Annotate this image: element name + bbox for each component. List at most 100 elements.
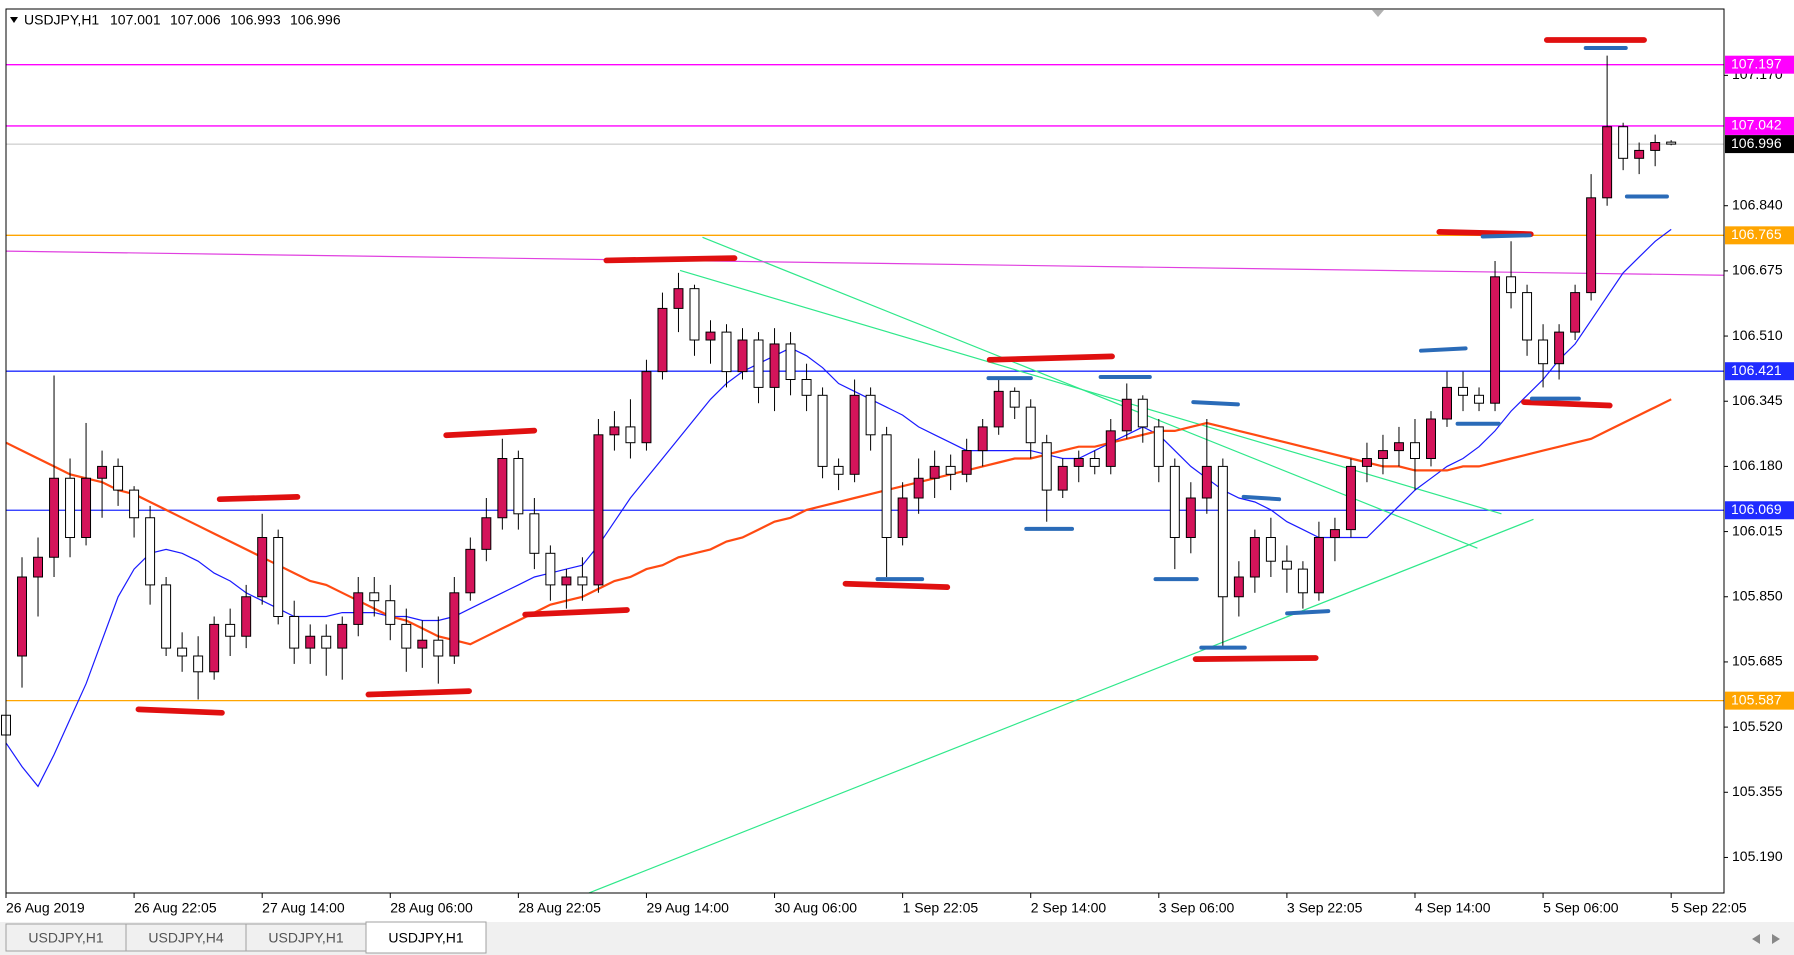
close-price: 106.996 — [290, 12, 341, 28]
candle-body — [721, 331, 732, 373]
high-price: 107.006 — [170, 12, 221, 28]
candle-body — [1458, 386, 1469, 396]
candle-body — [1666, 141, 1677, 145]
y-tick-label: 105.850 — [1732, 587, 1783, 603]
plot-area — [1, 55, 1725, 894]
candle-body — [1393, 442, 1404, 452]
candle-body — [209, 623, 220, 673]
candle-body — [705, 331, 716, 341]
candle-body — [1650, 142, 1661, 151]
candle-body — [1570, 292, 1581, 333]
tab-label[interactable]: USDJPY,H1 — [268, 930, 343, 946]
tabs: USDJPY,H1 USDJPY,H4 USDJPY,H1 USDJPY,H1 — [5, 921, 487, 954]
candle-body — [1506, 276, 1517, 294]
candle-body — [609, 426, 620, 436]
trend-line — [588, 518, 1534, 894]
candle-body — [49, 477, 60, 558]
marker — [603, 255, 738, 264]
x-tick-label: 29 Aug 14:00 — [646, 900, 729, 916]
x-tick-label: 5 Sep 06:00 — [1543, 900, 1619, 916]
candle-body — [65, 477, 76, 539]
candle-body — [369, 592, 380, 602]
open-price: 107.001 — [110, 12, 161, 28]
marker — [1480, 233, 1532, 239]
candle-body — [945, 465, 956, 475]
candle-body — [993, 390, 1004, 428]
marker — [1241, 494, 1282, 502]
candle-body — [1297, 568, 1308, 594]
current-price-box — [1725, 135, 1794, 154]
candle-body — [1522, 292, 1533, 341]
level-label: 106.765 — [1731, 226, 1782, 242]
x-tick-label: 30 Aug 06:00 — [775, 900, 858, 916]
marker — [1192, 655, 1319, 662]
candle-body — [97, 465, 108, 479]
y-tick-label: 106.015 — [1732, 522, 1783, 538]
scroll-left[interactable] — [1752, 934, 1760, 944]
candle-body — [1377, 450, 1388, 460]
tab-label[interactable]: USDJPY,H1 — [388, 930, 463, 946]
tab-label[interactable]: USDJPY,H1 — [28, 930, 103, 946]
candle-body — [145, 517, 156, 586]
marker — [216, 494, 301, 503]
tab-label[interactable]: USDJPY,H4 — [148, 930, 223, 946]
candle-body — [321, 635, 332, 649]
marker — [1285, 609, 1331, 616]
candle-body — [449, 592, 460, 657]
candle-body — [1345, 465, 1356, 531]
candle-body — [1329, 529, 1340, 539]
candle-body — [1538, 339, 1549, 365]
candle-body — [1185, 497, 1196, 539]
candle-body — [193, 655, 204, 673]
tab[interactable] — [365, 921, 487, 954]
candle-body — [1586, 197, 1597, 294]
candle-body — [529, 513, 540, 554]
tab[interactable] — [125, 923, 247, 952]
axes: 107.170106.840106.675106.510106.345106.1… — [5, 55, 1794, 916]
shift-marker — [1372, 10, 1384, 17]
marker — [135, 706, 225, 716]
candle-body — [1490, 276, 1501, 404]
candle-body — [657, 307, 668, 373]
candle-body — [1249, 537, 1260, 578]
x-tick-label: 28 Aug 22:05 — [518, 900, 601, 916]
candle-body — [1025, 406, 1036, 444]
candle-body — [641, 371, 652, 444]
trend-line — [679, 269, 1502, 515]
candle-body — [1041, 442, 1052, 491]
candle-body — [1105, 430, 1116, 467]
level-label: 107.042 — [1731, 117, 1782, 133]
candle-body — [1474, 394, 1485, 404]
level-label: 105.587 — [1731, 691, 1782, 707]
candle-body — [1281, 560, 1292, 570]
candle-body — [1009, 390, 1020, 408]
candle-body — [849, 394, 860, 475]
low-price: 106.993 — [230, 12, 281, 28]
candle-body — [1089, 458, 1100, 467]
y-tick-label: 105.520 — [1732, 718, 1783, 734]
x-tick-label: 1 Sep 22:05 — [903, 900, 979, 916]
x-tick-label: 28 Aug 06:00 — [390, 900, 473, 916]
level-label: 107.197 — [1731, 55, 1782, 71]
candle-body — [1634, 149, 1645, 159]
candle-body — [81, 477, 92, 539]
moving-average — [5, 398, 1672, 646]
candle-body — [1153, 426, 1164, 467]
candle-body — [241, 596, 252, 637]
x-tick-label: 4 Sep 14:00 — [1415, 900, 1491, 916]
scroll-right[interactable] — [1772, 934, 1780, 944]
candle-body — [161, 584, 172, 649]
candle-body — [17, 576, 27, 657]
candle-body — [689, 288, 700, 341]
y-tick-label: 106.510 — [1732, 327, 1783, 343]
candle-body — [673, 288, 684, 309]
candle-body — [337, 623, 348, 649]
candle-body — [1361, 458, 1372, 467]
x-tick-label: 5 Sep 22:05 — [1671, 900, 1747, 916]
candle-body — [433, 639, 444, 657]
candle-body — [1217, 465, 1228, 598]
candle-body — [561, 576, 572, 586]
tab[interactable] — [245, 923, 367, 952]
